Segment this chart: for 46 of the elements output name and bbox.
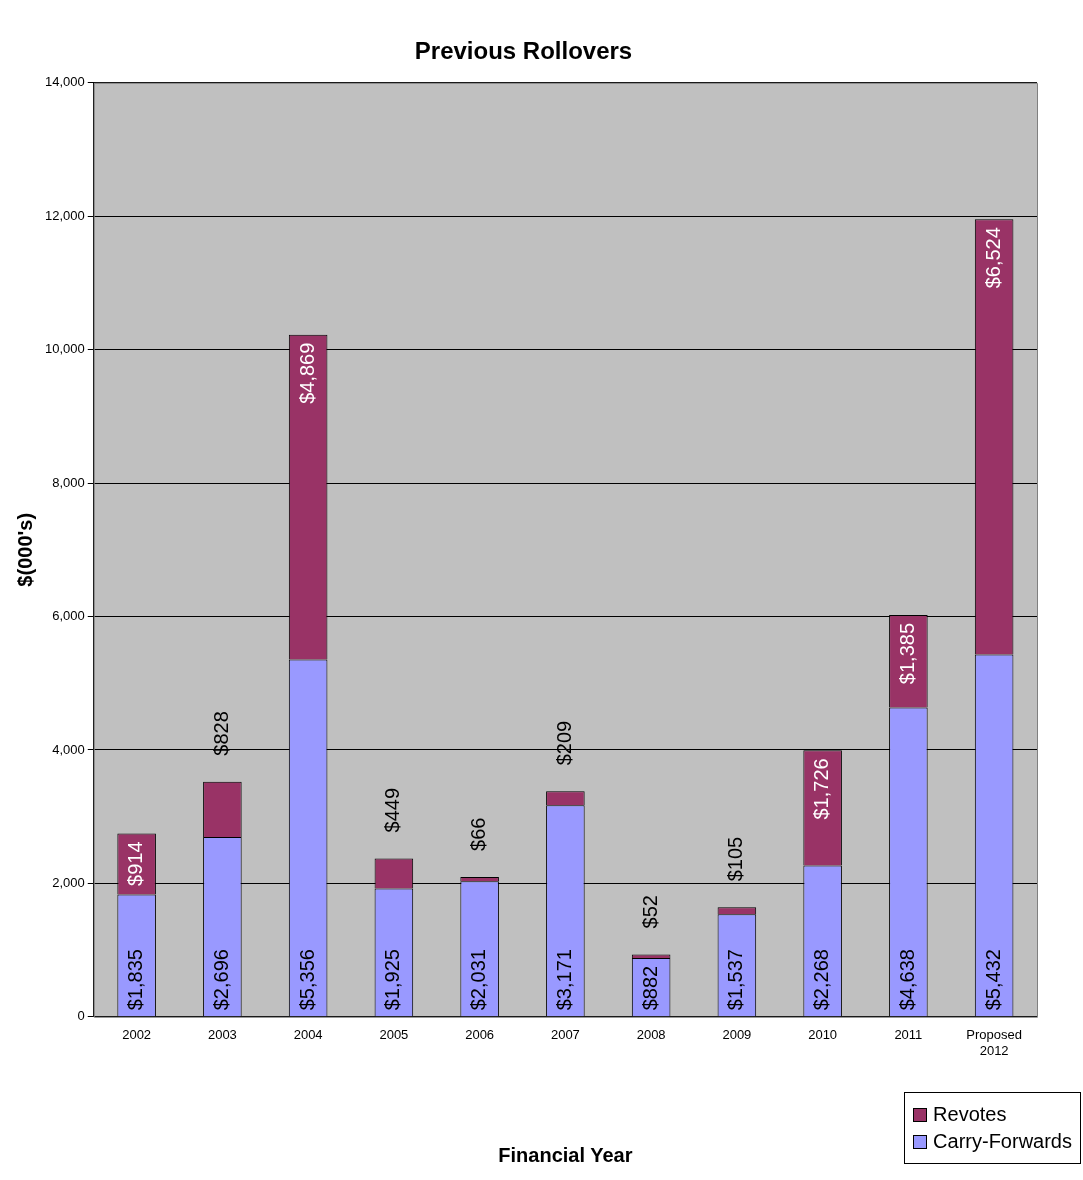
data-label: $2,268 xyxy=(810,949,833,1011)
x-tick-label: 2007 xyxy=(550,1027,580,1043)
x-tick-label: 2011 xyxy=(894,1027,923,1043)
data-label: $52 xyxy=(638,895,661,929)
x-axis-title: Financial Year xyxy=(498,1143,633,1166)
data-label: $209 xyxy=(552,720,575,766)
data-label: $914 xyxy=(124,841,147,886)
x-tick-label: 2005 xyxy=(379,1027,409,1043)
data-label: $66 xyxy=(467,817,490,851)
data-label: $1,925 xyxy=(381,949,404,1011)
data-label: $2,031 xyxy=(467,949,490,1011)
data-label: $828 xyxy=(209,711,232,756)
y-tick-label: 14,000 xyxy=(45,74,85,90)
y-tick-label: 6,000 xyxy=(52,608,85,624)
data-label: $1,537 xyxy=(724,949,747,1011)
y-tick-label: 2,000 xyxy=(52,874,85,890)
data-label: $1,726 xyxy=(810,758,833,820)
data-label: $3,171 xyxy=(552,949,575,1011)
data-label: $449 xyxy=(381,787,404,833)
x-tick-label: 2010 xyxy=(808,1027,838,1043)
chart-title: Previous Rollovers xyxy=(414,37,633,65)
data-label: $5,356 xyxy=(295,949,318,1011)
y-tick-label: 0 xyxy=(77,1008,85,1024)
legend-label: Carry-Forwards xyxy=(933,1130,1072,1153)
y-tick-label: 8,000 xyxy=(52,474,85,490)
x-tick-label: Proposed 2012 xyxy=(966,1027,1022,1058)
x-tick-label: 2008 xyxy=(636,1027,666,1043)
data-label: $2,696 xyxy=(209,949,232,1011)
x-tick-label: 2003 xyxy=(207,1027,237,1043)
y-axis-title: $(000's) xyxy=(13,512,36,587)
data-label: $1,385 xyxy=(895,622,918,685)
data-label: $5,432 xyxy=(981,949,1004,1011)
y-tick-label: 10,000 xyxy=(45,341,85,357)
data-label: $105 xyxy=(724,836,747,882)
y-tick-label: 12,000 xyxy=(45,207,85,223)
x-tick-label: 2004 xyxy=(293,1027,323,1043)
data-label: $882 xyxy=(638,965,661,1011)
data-label: $6,524 xyxy=(981,227,1004,289)
data-label: $4,638 xyxy=(895,949,918,1011)
data-label: $1,835 xyxy=(124,949,147,1011)
x-tick-label: 2002 xyxy=(122,1027,152,1043)
y-tick-label: 4,000 xyxy=(52,741,85,757)
x-tick-label: 2009 xyxy=(722,1027,752,1043)
legend-label: Revotes xyxy=(933,1103,1007,1126)
x-tick-label: 2006 xyxy=(465,1027,495,1043)
data-label: $4,869 xyxy=(295,342,318,404)
